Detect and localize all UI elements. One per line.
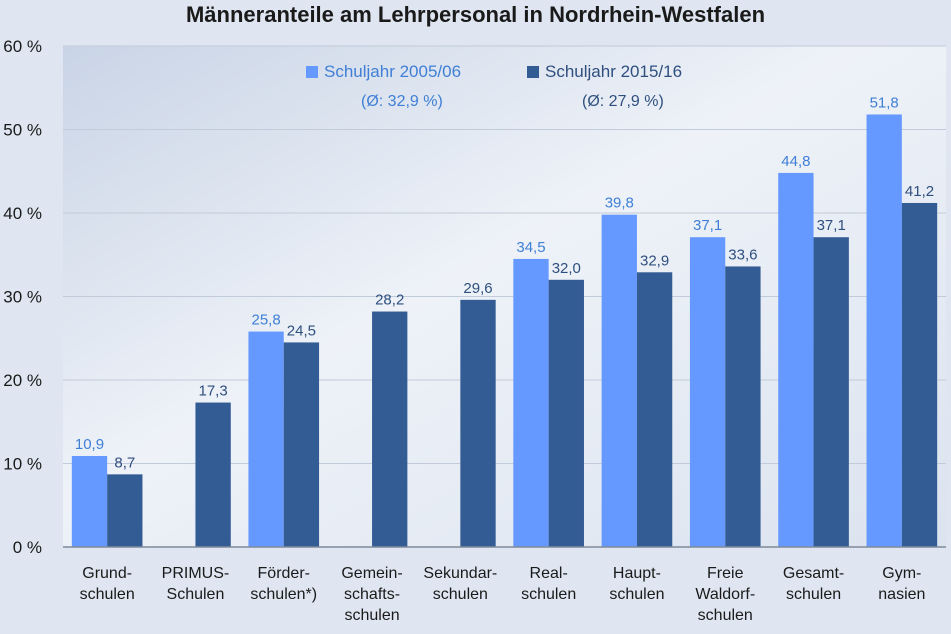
legend-swatch bbox=[527, 66, 539, 78]
data-label: 24,5 bbox=[287, 322, 316, 339]
data-label: 17,3 bbox=[199, 383, 228, 400]
bar-2005 bbox=[866, 114, 902, 547]
data-label: 37,1 bbox=[817, 217, 846, 234]
data-label: 29,6 bbox=[463, 280, 492, 297]
x-tick-label: Freie Waldorf-schulen bbox=[695, 565, 755, 624]
bar-2005 bbox=[778, 172, 814, 548]
data-label: 44,8 bbox=[781, 153, 810, 170]
chart-title: Männeranteile am Lehrpersonal in Nordrhe… bbox=[185, 2, 766, 27]
data-label: 10,9 bbox=[75, 436, 104, 453]
x-tick-label: Gemein-schafts-schulen bbox=[341, 565, 402, 624]
bar-2005 bbox=[71, 455, 108, 547]
data-label: 33,6 bbox=[728, 246, 757, 263]
y-tick-label: 60 % bbox=[3, 37, 42, 56]
x-tick-label: Real-schulen bbox=[521, 565, 576, 603]
bar-2015 bbox=[901, 202, 938, 548]
data-label: 51,8 bbox=[870, 94, 899, 111]
y-tick-label: 0 % bbox=[13, 538, 42, 557]
data-label: 37,1 bbox=[693, 217, 722, 234]
x-tick-label: Förder-schulen*) bbox=[250, 565, 317, 603]
y-tick-label: 20 % bbox=[3, 371, 42, 390]
bar-2015 bbox=[725, 266, 761, 547]
data-label: 41,2 bbox=[905, 183, 934, 200]
bar-2005 bbox=[513, 258, 549, 547]
data-label: 39,8 bbox=[605, 195, 634, 212]
x-tick-label: Grund-schulen bbox=[80, 565, 135, 603]
bar-2015 bbox=[813, 237, 849, 547]
x-tick-label: Gym-nasien bbox=[878, 565, 925, 603]
x-tick-label: PRIMUS-Schulen bbox=[162, 565, 230, 603]
legend-label: Schuljahr 2005/06 bbox=[324, 62, 461, 81]
bar-2015 bbox=[195, 402, 231, 547]
legend-swatch bbox=[306, 66, 318, 78]
bar-2015 bbox=[636, 272, 673, 547]
x-tick-label: Haupt-schulen bbox=[609, 565, 664, 603]
bar-2015 bbox=[460, 299, 496, 547]
y-tick-label: 10 % bbox=[3, 455, 42, 474]
y-tick-label: 50 % bbox=[3, 121, 42, 140]
data-label: 8,7 bbox=[114, 454, 135, 471]
bar-2005 bbox=[689, 237, 726, 547]
x-tick-label: Sekundar-schulen bbox=[423, 565, 497, 603]
data-label: 32,9 bbox=[640, 252, 669, 269]
data-label: 34,5 bbox=[516, 239, 545, 256]
bar-2015 bbox=[372, 311, 408, 547]
legend-average: (Ø: 32,9 %) bbox=[361, 93, 443, 110]
y-tick-label: 40 % bbox=[3, 204, 42, 223]
bar-2015 bbox=[548, 279, 584, 547]
bar-2005 bbox=[601, 214, 637, 548]
data-label: 28,2 bbox=[375, 292, 404, 309]
bar-2015 bbox=[107, 474, 143, 547]
bar-2015 bbox=[283, 342, 320, 547]
legend-average: (Ø: 27,9 %) bbox=[582, 93, 664, 110]
legend-label: Schuljahr 2015/16 bbox=[545, 62, 682, 81]
y-tick-label: 30 % bbox=[3, 288, 42, 307]
x-tick-label: Gesamt-schulen bbox=[783, 565, 844, 603]
bar-2005 bbox=[248, 331, 284, 547]
data-label: 32,0 bbox=[552, 260, 581, 277]
data-label: 25,8 bbox=[251, 312, 280, 329]
